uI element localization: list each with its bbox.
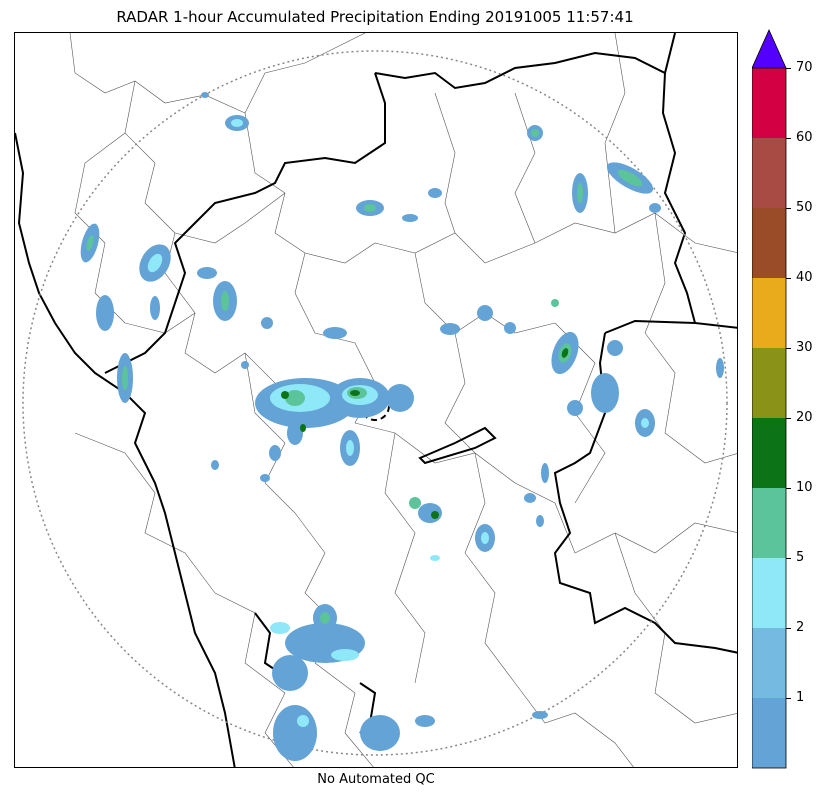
colorbar-tick <box>786 277 791 279</box>
colorbar-tick <box>786 67 791 69</box>
page-title: RADAR 1-hour Accumulated Precipitation E… <box>116 8 634 26</box>
radar-range-ring <box>22 50 728 756</box>
colorbar-tick-label: 60 <box>796 130 813 145</box>
radar-map[interactable] <box>14 32 738 768</box>
colorbar-tick-label: 40 <box>796 270 813 285</box>
colorbar-segment <box>752 208 786 278</box>
colorbar-tick-label: 2 <box>796 620 805 635</box>
colorbar-tick <box>786 697 791 699</box>
colorbar-tick-label: 30 <box>796 340 813 355</box>
qc-caption: No Automated QC <box>317 772 435 787</box>
colorbar-tick <box>786 487 791 489</box>
colorbar-tick-label: 1 <box>796 690 805 705</box>
colorbar-tick <box>786 207 791 209</box>
colorbar-segment <box>752 138 786 208</box>
colorbar-segment <box>752 418 786 488</box>
colorbar-segment <box>752 68 786 138</box>
colorbar <box>752 29 787 769</box>
colorbar-segment <box>752 628 786 698</box>
colorbar-tick <box>786 557 791 559</box>
colorbar-tick-label: 20 <box>796 410 813 425</box>
colorbar-tick <box>786 347 791 349</box>
colorbar-tick <box>786 417 791 419</box>
colorbar-segment <box>752 488 786 558</box>
district-boundaries <box>69 33 737 767</box>
colorbar-tick <box>786 627 791 629</box>
colorbar-tick-label: 70 <box>796 60 813 75</box>
colorbar-extend-arrow <box>752 29 787 69</box>
colorbar-tick-label: 50 <box>796 200 813 215</box>
state-boundaries <box>15 33 737 767</box>
colorbar-tick <box>786 137 791 139</box>
colorbar-segment <box>752 698 786 768</box>
colorbar-segment <box>752 278 786 348</box>
precipitation-echoes <box>80 92 724 761</box>
colorbar-tick-label: 10 <box>796 480 813 495</box>
colorbar-tick-label: 5 <box>796 550 805 565</box>
colorbar-segment <box>752 558 786 628</box>
colorbar-segment <box>752 348 786 418</box>
